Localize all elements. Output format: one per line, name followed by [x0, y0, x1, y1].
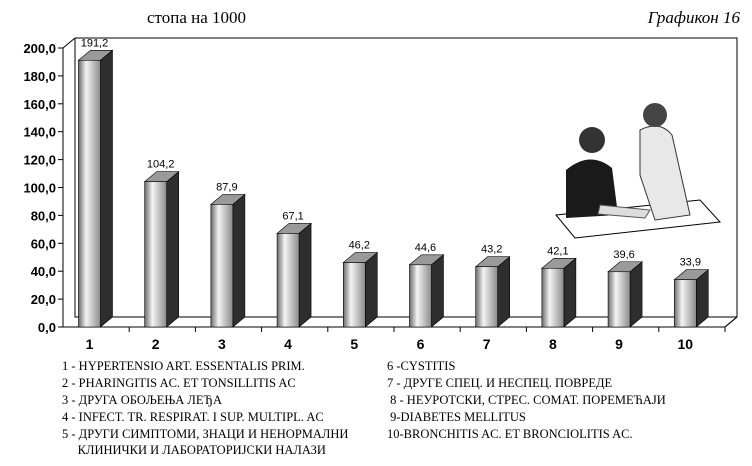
legend-note: 3 - ДРУГА ОБОЉЕЊА ЛЕЂА [62, 393, 222, 407]
y-tick-label: 20,0 [31, 292, 56, 307]
bar-side [431, 254, 444, 328]
y-tick-label: 160,0 [23, 97, 56, 112]
x-tick-label: 7 [483, 336, 491, 352]
x-tick-label: 2 [152, 336, 160, 352]
x-tick-label: 8 [549, 336, 557, 352]
legend-note: 7 - ДРУГЕ СПЕЦ. И НЕСПЕЦ. ПОВРЕДЕ [387, 376, 613, 390]
bar-side [497, 256, 510, 328]
bar-side [166, 171, 179, 328]
y-tick-label: 180,0 [23, 69, 56, 84]
legend-note: 10-BRONCHITIS AC. ET BRONCIOLITIS AC. [387, 427, 633, 441]
y-tick-label: 140,0 [23, 125, 56, 140]
value-label: 44,6 [415, 242, 436, 254]
x-tick-label: 10 [677, 336, 693, 352]
chart-subtitle: стопа на 1000 [147, 8, 246, 27]
bar-side [563, 257, 577, 328]
clipart [555, 103, 722, 239]
x-tick-label: 9 [615, 336, 623, 352]
x-tick-label: 3 [218, 336, 226, 352]
x-tick-label: 1 [86, 336, 94, 352]
legend-note: 2 - PHARINGITIS AC. ET TONSILLITIS AC [62, 376, 296, 390]
bar-side [364, 251, 378, 328]
value-label: 46,2 [349, 240, 370, 252]
bar [78, 59, 101, 328]
value-label: 43,2 [481, 244, 502, 256]
y-axis-depth [62, 37, 76, 49]
y-tick-label: 0,0 [38, 320, 56, 335]
value-label: 42,1 [547, 245, 568, 257]
bar [409, 264, 432, 328]
bar [144, 181, 167, 328]
bar [342, 262, 366, 328]
legend-note: 8 - НЕУРОТСКИ, СТРЕС. СОМАТ. ПОРЕМЕЋАЈИ [387, 393, 666, 407]
bar-side [232, 193, 246, 328]
value-label: 87,9 [216, 181, 237, 193]
chart-title: Графикон 16 [647, 8, 741, 27]
y-tick-label: 120,0 [23, 153, 56, 168]
x-tick-label: 6 [417, 336, 425, 352]
bar [210, 204, 234, 328]
bar [276, 233, 300, 328]
y-tick-label: 100,0 [23, 181, 56, 196]
legend-note: 6 -CYSTITIS [387, 359, 456, 373]
bar-side [629, 261, 643, 328]
bar [475, 266, 498, 328]
bar [541, 267, 565, 328]
legend-note: 4 - INFECT. TR. RESPIRAT. I SUP. MULTIPL… [62, 410, 324, 424]
bar [673, 279, 697, 328]
y-tick-label: 200,0 [23, 41, 56, 56]
x-tick-label: 5 [350, 336, 358, 352]
bar [607, 271, 631, 328]
value-label: 104,2 [147, 159, 175, 171]
value-label: 67,1 [282, 210, 303, 222]
y-tick-label: 40,0 [31, 264, 56, 279]
bar-side [100, 49, 113, 328]
value-label: 39,6 [613, 249, 634, 261]
legend-note: 9-DIABETES MELLITUS [387, 410, 526, 424]
y-tick-label: 60,0 [31, 236, 56, 251]
y-tick-label: 80,0 [31, 208, 56, 223]
legend-note: 1 - HYPERTENSIO ART. ESSENTALIS PRIM. [62, 359, 305, 373]
legend-note: 5 - ДРУГИ СИМПТОМИ, ЗНАЦИ И НЕНОРМАЛНИ К… [62, 427, 349, 457]
value-label: 191,2 [81, 37, 109, 49]
x-tick-label: 4 [284, 336, 292, 352]
bar-side [298, 222, 312, 328]
value-label: 33,9 [680, 257, 701, 269]
